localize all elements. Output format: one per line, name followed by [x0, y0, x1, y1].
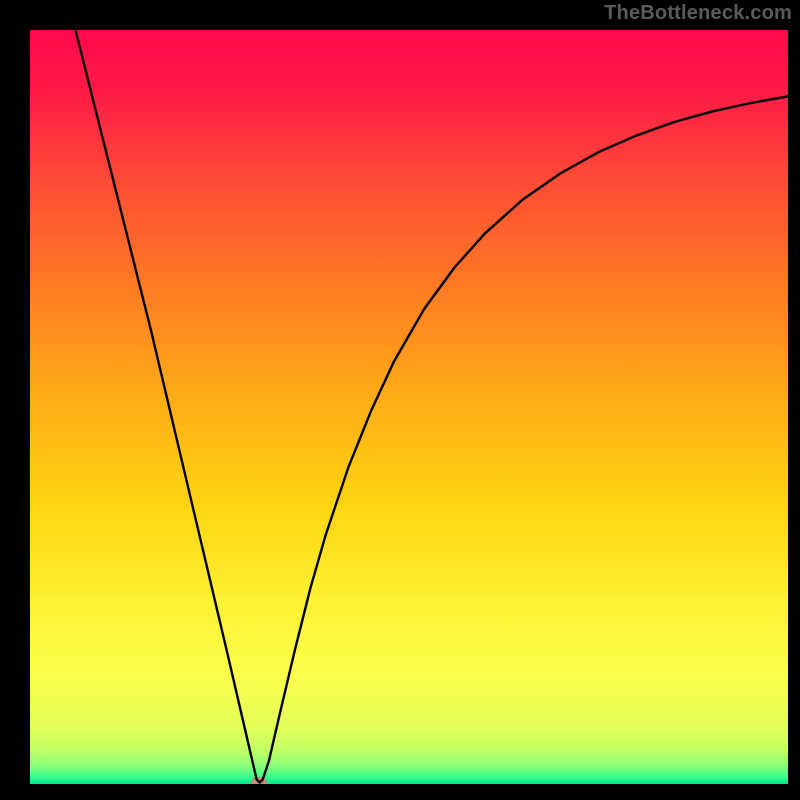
watermark-text: TheBottleneck.com [604, 2, 792, 25]
plot-area [30, 30, 788, 784]
gradient-background [30, 30, 788, 784]
chart-container: TheBottleneck.com [0, 0, 800, 800]
plot-svg [30, 30, 788, 784]
